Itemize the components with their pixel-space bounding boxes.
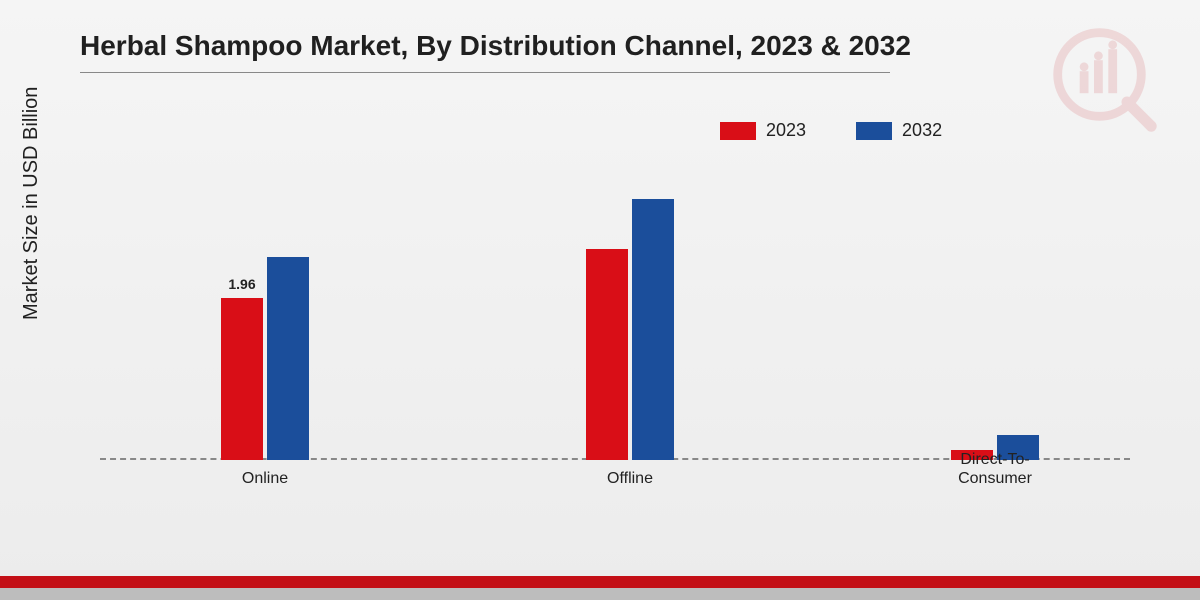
footer-gray-bar: [0, 588, 1200, 600]
title-underline: [80, 72, 890, 73]
legend-label-2023: 2023: [766, 120, 806, 141]
bars-wrap: 1.96: [221, 257, 309, 460]
legend: 2023 2032: [720, 120, 942, 141]
legend-item-2032: 2032: [856, 120, 942, 141]
x-axis-category-label: Online: [155, 470, 375, 488]
legend-swatch-2023: [720, 122, 756, 140]
legend-label-2032: 2032: [902, 120, 942, 141]
x-axis-category-label: Direct-To-Consumer: [885, 451, 1105, 488]
footer-red-bar: [0, 576, 1200, 588]
y-axis-label: Market Size in USD Billion: [20, 87, 43, 320]
bar: [586, 249, 628, 460]
bar: [632, 199, 674, 460]
legend-swatch-2032: [856, 122, 892, 140]
chart-title: Herbal Shampoo Market, By Distribution C…: [80, 30, 911, 62]
legend-item-2023: 2023: [720, 120, 806, 141]
bars-wrap: [586, 199, 674, 460]
bar: [267, 257, 309, 460]
bar-value-label: 1.96: [228, 276, 255, 292]
x-axis-category-label: Offline: [520, 470, 740, 488]
watermark-logo-icon: [1050, 25, 1160, 140]
plot-area: 1.96OnlineOfflineDirect-To-Consumer: [100, 170, 1130, 460]
bar: 1.96: [221, 298, 263, 460]
